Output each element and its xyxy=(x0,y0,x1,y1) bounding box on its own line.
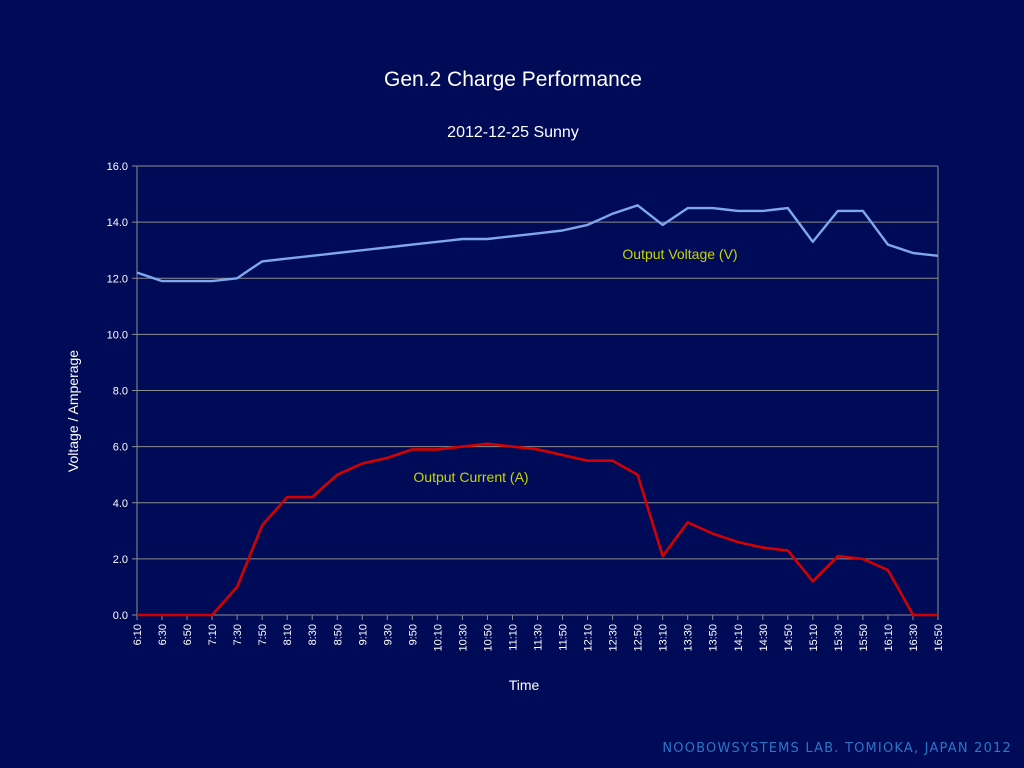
x-tick-label: 6:30 xyxy=(157,624,169,645)
x-tick-label: 16:30 xyxy=(908,624,920,652)
x-tick-label: 13:10 xyxy=(658,624,670,652)
x-tick-label: 12:30 xyxy=(608,624,620,652)
x-tick-label: 10:50 xyxy=(482,624,494,652)
x-tick-label: 7:30 xyxy=(232,624,244,645)
y-tick-labels: 0.0 2.0 4.0 6.0 8.0 10.0 12.0 14.0 16.0 xyxy=(107,161,128,622)
y-tick-label: 10.0 xyxy=(107,329,128,341)
y-tick-label: 4.0 xyxy=(113,498,128,510)
x-axis-label: Time xyxy=(509,677,540,693)
y-tick-label: 6.0 xyxy=(113,442,128,454)
x-tick-label: 8:10 xyxy=(282,624,294,645)
axes xyxy=(132,165,939,620)
x-tick-label: 12:50 xyxy=(633,624,645,652)
x-tick-labels: 6:10 6:30 6:50 7:10 7:30 7:50 8:10 8:30 8:50 9:10… xyxy=(132,624,945,652)
series-label-voltage: Output Voltage (V) xyxy=(622,246,737,262)
x-tick-label: 11:30 xyxy=(533,624,545,651)
x-tick-label: 10:10 xyxy=(432,624,444,652)
x-tick-label: 12:10 xyxy=(583,624,595,652)
series-label-current: Output Current (A) xyxy=(413,469,528,485)
x-tick-label: 11:50 xyxy=(558,624,570,651)
x-tick-label: 8:50 xyxy=(332,624,344,645)
y-tick-label: 8.0 xyxy=(113,386,128,398)
x-tick-label: 15:10 xyxy=(808,624,820,652)
series-line-voltage xyxy=(136,204,939,283)
x-tick-label: 16:10 xyxy=(883,624,895,652)
x-tick-label: 13:50 xyxy=(708,624,720,652)
x-tick-label: 10:30 xyxy=(457,624,469,652)
x-tick-label: 14:50 xyxy=(783,624,795,652)
x-tick-label: 14:30 xyxy=(758,624,770,652)
x-tick-label: 6:10 xyxy=(132,624,144,645)
gridlines xyxy=(137,165,938,616)
x-tick-label: 16:50 xyxy=(933,624,945,652)
y-tick-label: 16.0 xyxy=(107,161,128,173)
x-tick-label: 6:50 xyxy=(182,624,194,645)
x-tick-label: 8:30 xyxy=(307,624,319,645)
x-tick-label: 7:10 xyxy=(207,624,219,645)
x-tick-label: 15:30 xyxy=(833,624,845,652)
x-tick-label: 9:50 xyxy=(407,624,419,645)
y-tick-label: 12.0 xyxy=(107,273,128,285)
x-tick-label: 13:30 xyxy=(683,624,695,652)
series-lines xyxy=(136,204,939,617)
y-tick-label: 0.0 xyxy=(113,610,128,622)
x-tick-label: 9:30 xyxy=(382,624,394,645)
chart-title: Gen.2 Charge Performance xyxy=(384,68,642,91)
y-tick-label: 2.0 xyxy=(113,554,128,566)
x-tick-label: 15:50 xyxy=(858,624,870,652)
x-tick-label: 9:10 xyxy=(357,624,369,645)
y-tick-label: 14.0 xyxy=(107,217,128,229)
series-line-current xyxy=(137,442,938,617)
y-axis-label: Voltage / Amperage xyxy=(65,350,81,472)
x-tick-label: 7:50 xyxy=(257,624,269,645)
x-tick-label: 14:10 xyxy=(733,624,745,652)
credit-text: NOOBOWSYSTEMS LAB. TOMIOKA, JAPAN 2012 xyxy=(662,741,1012,756)
x-tick-label: 11:10 xyxy=(507,624,519,651)
chart-subtitle: 2012-12-25 Sunny xyxy=(447,124,579,141)
